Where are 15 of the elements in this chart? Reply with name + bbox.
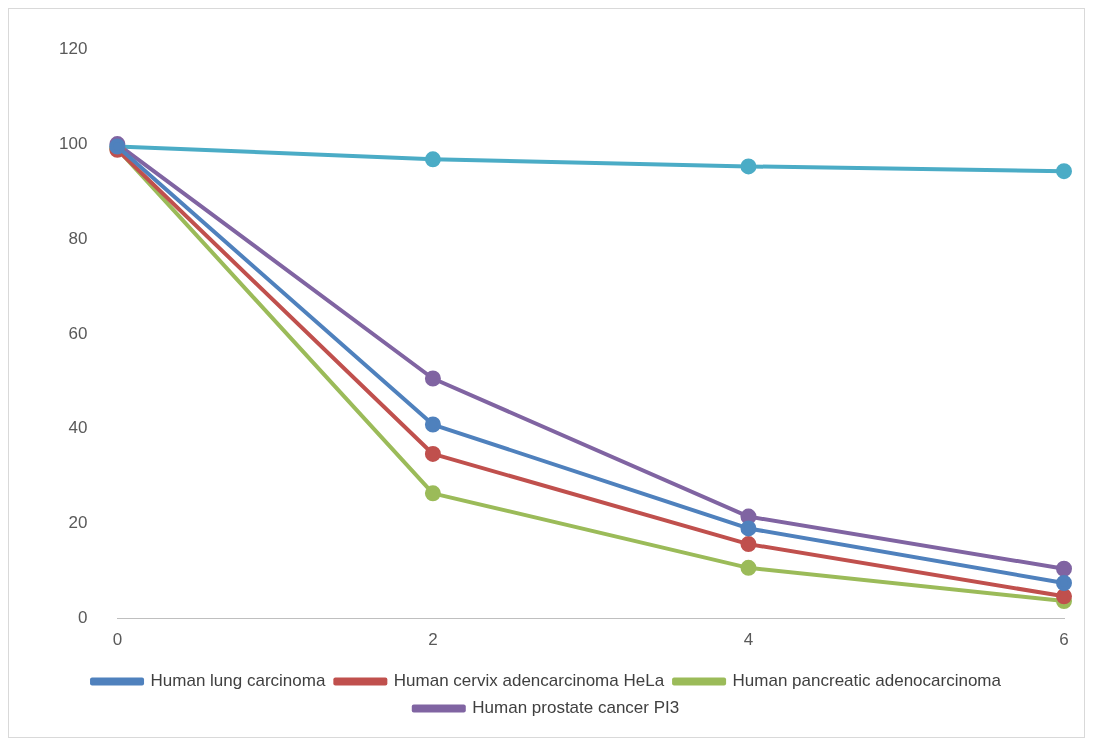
x-tick-label: 4 xyxy=(743,630,754,650)
legend-label: Human lung carcinoma xyxy=(150,671,326,691)
y-tick-label: 40 xyxy=(68,418,88,438)
x-tick-label: 6 xyxy=(1059,630,1069,650)
y-tick-label: 80 xyxy=(68,228,88,248)
y-tick-label: 120 xyxy=(58,38,88,58)
y-tick-label: 20 xyxy=(68,513,88,533)
y-tick-label: 0 xyxy=(77,608,88,628)
x-tick-label: 2 xyxy=(428,630,438,650)
legend-label: Human prostate cancer PI3 xyxy=(472,698,680,718)
y-tick-label: 100 xyxy=(58,133,88,153)
y-tick-label: 60 xyxy=(68,323,88,343)
legend-label: Human pancreatic adenocarcinoma xyxy=(732,671,1002,691)
x-tick-label: 0 xyxy=(112,630,123,650)
legend-label: Human cervix adencarcinoma HeLa xyxy=(393,671,665,691)
